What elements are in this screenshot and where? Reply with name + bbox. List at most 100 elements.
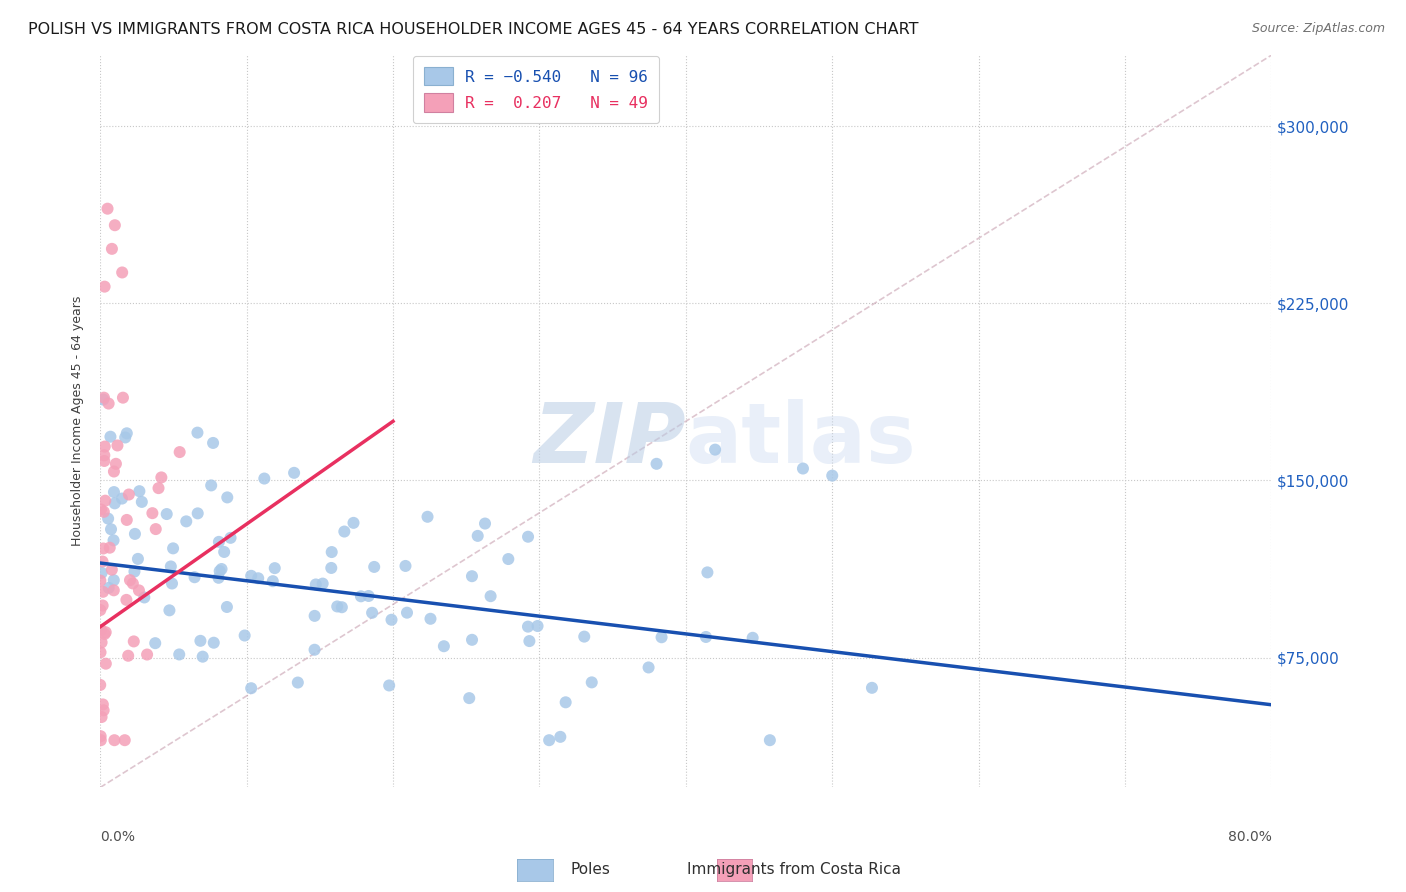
Point (330, 600, 353, 615)
Point (90, 645, 112, 659)
Point (651, 630, 673, 644)
Point (215, 599, 238, 614)
Point (498, 552, 520, 566)
Point (208, 564, 231, 578)
Point (90, 566, 112, 580)
Point (467, 529, 489, 543)
Point (162, 541, 184, 556)
Point (287, 675, 309, 690)
Point (461, 569, 484, 583)
Text: Immigrants from Costa Rica: Immigrants from Costa Rica (688, 863, 901, 877)
Point (357, 589, 380, 603)
Point (217, 491, 239, 505)
Point (96, 202, 118, 216)
Point (114, 430, 136, 444)
Point (91, 392, 114, 407)
Text: 80.0%: 80.0% (1227, 830, 1271, 844)
Point (103, 533, 125, 548)
Point (860, 681, 883, 695)
Point (91, 541, 114, 556)
Point (103, 485, 125, 500)
Point (118, 487, 141, 501)
Point (240, 569, 263, 583)
Point (550, 730, 572, 744)
Point (645, 457, 668, 471)
Point (363, 560, 385, 574)
Point (395, 606, 418, 620)
Point (517, 619, 540, 633)
Point (128, 484, 150, 499)
Point (89, 574, 111, 588)
Point (93, 454, 115, 468)
Point (247, 571, 270, 585)
Point (89, 678, 111, 692)
Point (187, 507, 209, 521)
Point (160, 576, 183, 591)
Point (93, 279, 115, 293)
Point (107, 438, 129, 452)
Point (394, 558, 416, 573)
Point (208, 534, 231, 549)
Point (93, 505, 115, 519)
Point (416, 509, 439, 524)
Point (190, 633, 212, 648)
Point (148, 481, 170, 495)
Point (90, 733, 112, 747)
Point (160, 559, 183, 574)
Point (262, 574, 284, 589)
Point (321, 561, 343, 575)
Point (695, 630, 717, 644)
Point (240, 681, 263, 696)
Point (94, 657, 117, 671)
Point (792, 461, 814, 475)
Point (574, 630, 596, 644)
Text: atlas: atlas (686, 399, 917, 480)
Point (91, 599, 114, 613)
Point (263, 561, 285, 575)
Point (101, 563, 124, 577)
Point (207, 571, 229, 585)
Point (104, 457, 127, 471)
Point (433, 639, 456, 653)
Point (759, 733, 782, 747)
Point (637, 660, 659, 674)
Point (253, 471, 276, 485)
Point (378, 678, 401, 692)
Point (93, 391, 115, 405)
Point (821, 468, 844, 483)
Text: 0.0%: 0.0% (100, 830, 135, 844)
Point (174, 514, 197, 528)
Point (186, 425, 208, 440)
Point (91, 555, 114, 569)
Point (202, 436, 225, 450)
Point (98, 541, 121, 555)
Point (741, 631, 763, 645)
Point (104, 218, 127, 232)
Text: Poles: Poles (571, 863, 610, 877)
Point (474, 516, 496, 531)
Point (115, 593, 138, 607)
Point (554, 695, 576, 709)
Point (103, 573, 125, 587)
Point (117, 648, 139, 663)
Point (131, 495, 153, 509)
Point (458, 691, 481, 706)
Point (111, 265, 134, 279)
Point (143, 636, 166, 650)
Point (100, 430, 122, 444)
Point (91, 698, 114, 712)
Point (114, 733, 136, 747)
Point (321, 545, 343, 559)
Point (283, 466, 305, 480)
Point (115, 426, 138, 441)
Point (145, 522, 167, 536)
Point (124, 527, 146, 541)
Legend: R = −0.540   N = 96, R =  0.207   N = 49: R = −0.540 N = 96, R = 0.207 N = 49 (413, 56, 659, 123)
Point (157, 603, 180, 617)
Point (89, 603, 111, 617)
Point (167, 648, 190, 662)
Point (127, 552, 149, 566)
Point (103, 465, 125, 479)
Point (419, 612, 441, 626)
Point (191, 649, 214, 664)
